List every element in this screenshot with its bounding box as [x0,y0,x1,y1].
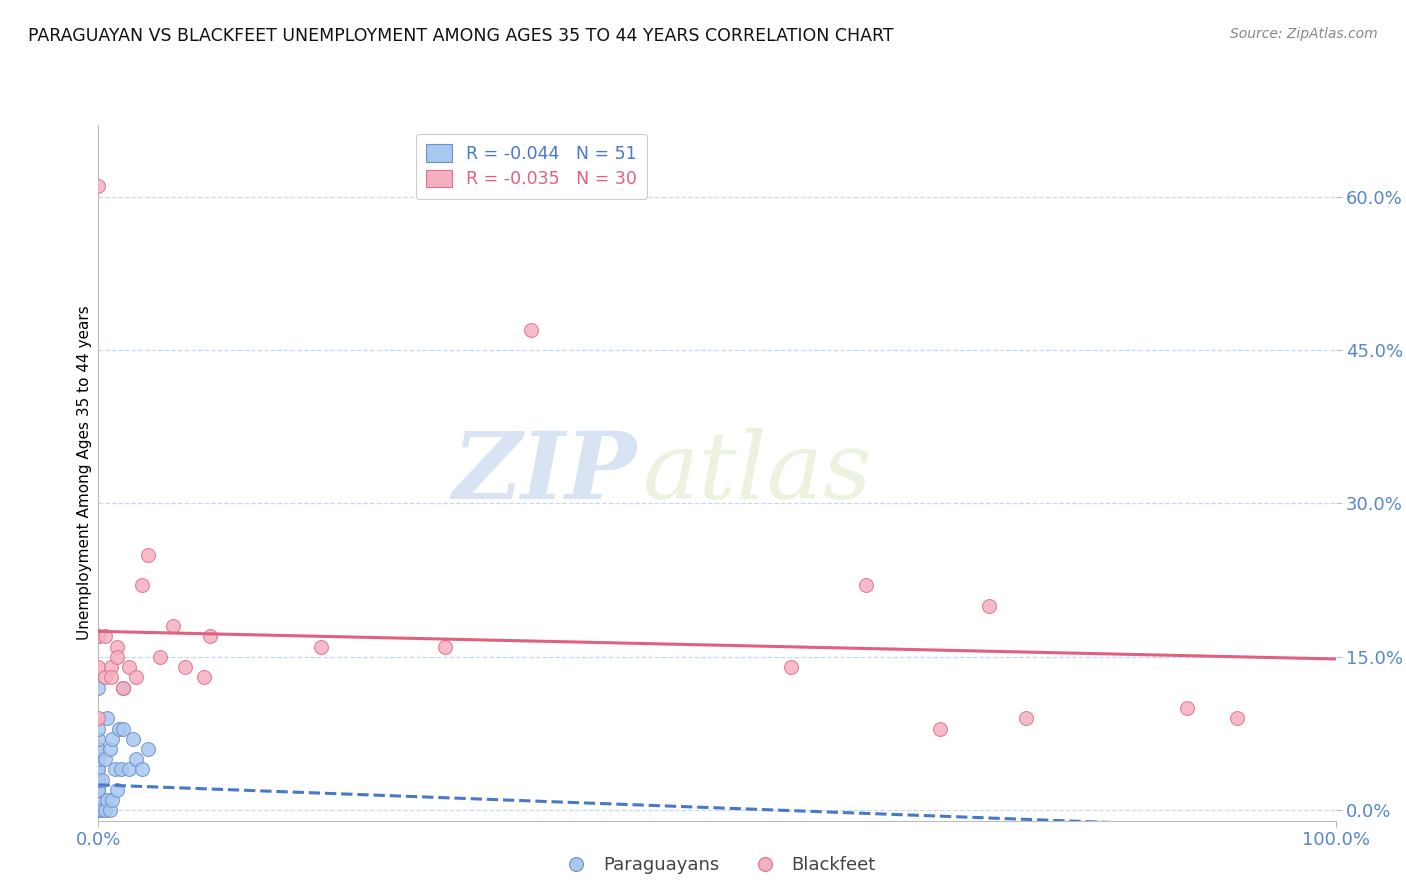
Point [198,630,221,644]
Point [105,783,128,797]
Point [124,670,146,684]
Point [124,752,146,766]
Point [87,783,110,797]
Point [96,711,118,725]
Point [93,804,115,818]
Point [87,660,110,674]
Point [1226,711,1249,725]
Point [87,804,110,818]
Text: ZIP: ZIP [453,428,637,517]
Point [87,804,110,818]
Point [112,681,135,695]
Point [520,322,543,336]
Point [110,763,132,777]
Point [112,681,135,695]
Point [87,783,110,797]
Point [98,742,121,756]
Point [193,670,215,684]
Point [309,640,332,654]
Point [87,804,110,818]
Point [112,722,135,736]
Point [131,578,153,592]
Point [87,804,110,818]
Point [122,731,145,746]
Point [87,793,110,807]
Point [87,804,110,818]
Point [87,804,110,818]
Point [87,731,110,746]
Text: Source: ZipAtlas.com: Source: ZipAtlas.com [1230,27,1378,41]
Point [979,599,1001,613]
Point [101,731,124,746]
Point [91,804,114,818]
Point [87,804,110,818]
Point [87,804,110,818]
Point [162,619,184,633]
Legend: Paraguayans, Blackfeet: Paraguayans, Blackfeet [551,849,883,881]
Point [118,660,141,674]
Point [91,772,114,787]
Point [118,763,141,777]
Point [87,752,110,766]
Point [131,763,153,777]
Point [1015,711,1038,725]
Point [87,763,110,777]
Point [100,660,122,674]
Point [87,763,110,777]
Point [780,660,803,674]
Point [928,722,950,736]
Point [87,630,110,644]
Point [136,548,159,562]
Point [108,722,131,736]
Point [87,742,110,756]
Point [1175,701,1198,715]
Point [103,763,125,777]
Point [136,742,159,756]
Point [87,772,110,787]
Point [87,752,110,766]
Point [87,783,110,797]
Point [93,752,115,766]
Point [100,670,122,684]
Point [174,660,197,674]
Point [105,640,128,654]
Point [87,742,110,756]
Point [87,681,110,695]
Point [98,804,121,818]
Point [87,630,110,644]
Point [87,722,110,736]
Point [149,649,172,664]
Point [87,804,110,818]
Point [87,793,110,807]
Point [87,179,110,194]
Point [87,804,110,818]
Point [93,630,115,644]
Point [87,711,110,725]
Point [87,804,110,818]
Point [433,640,456,654]
Y-axis label: Unemployment Among Ages 35 to 44 years: Unemployment Among Ages 35 to 44 years [77,305,91,640]
Text: PARAGUAYAN VS BLACKFEET UNEMPLOYMENT AMONG AGES 35 TO 44 YEARS CORRELATION CHART: PARAGUAYAN VS BLACKFEET UNEMPLOYMENT AMO… [28,27,894,45]
Point [87,804,110,818]
Point [87,793,110,807]
Point [105,649,128,664]
Point [87,772,110,787]
Point [855,578,877,592]
Point [96,793,118,807]
Text: atlas: atlas [643,428,872,517]
Point [93,670,115,684]
Point [101,793,124,807]
